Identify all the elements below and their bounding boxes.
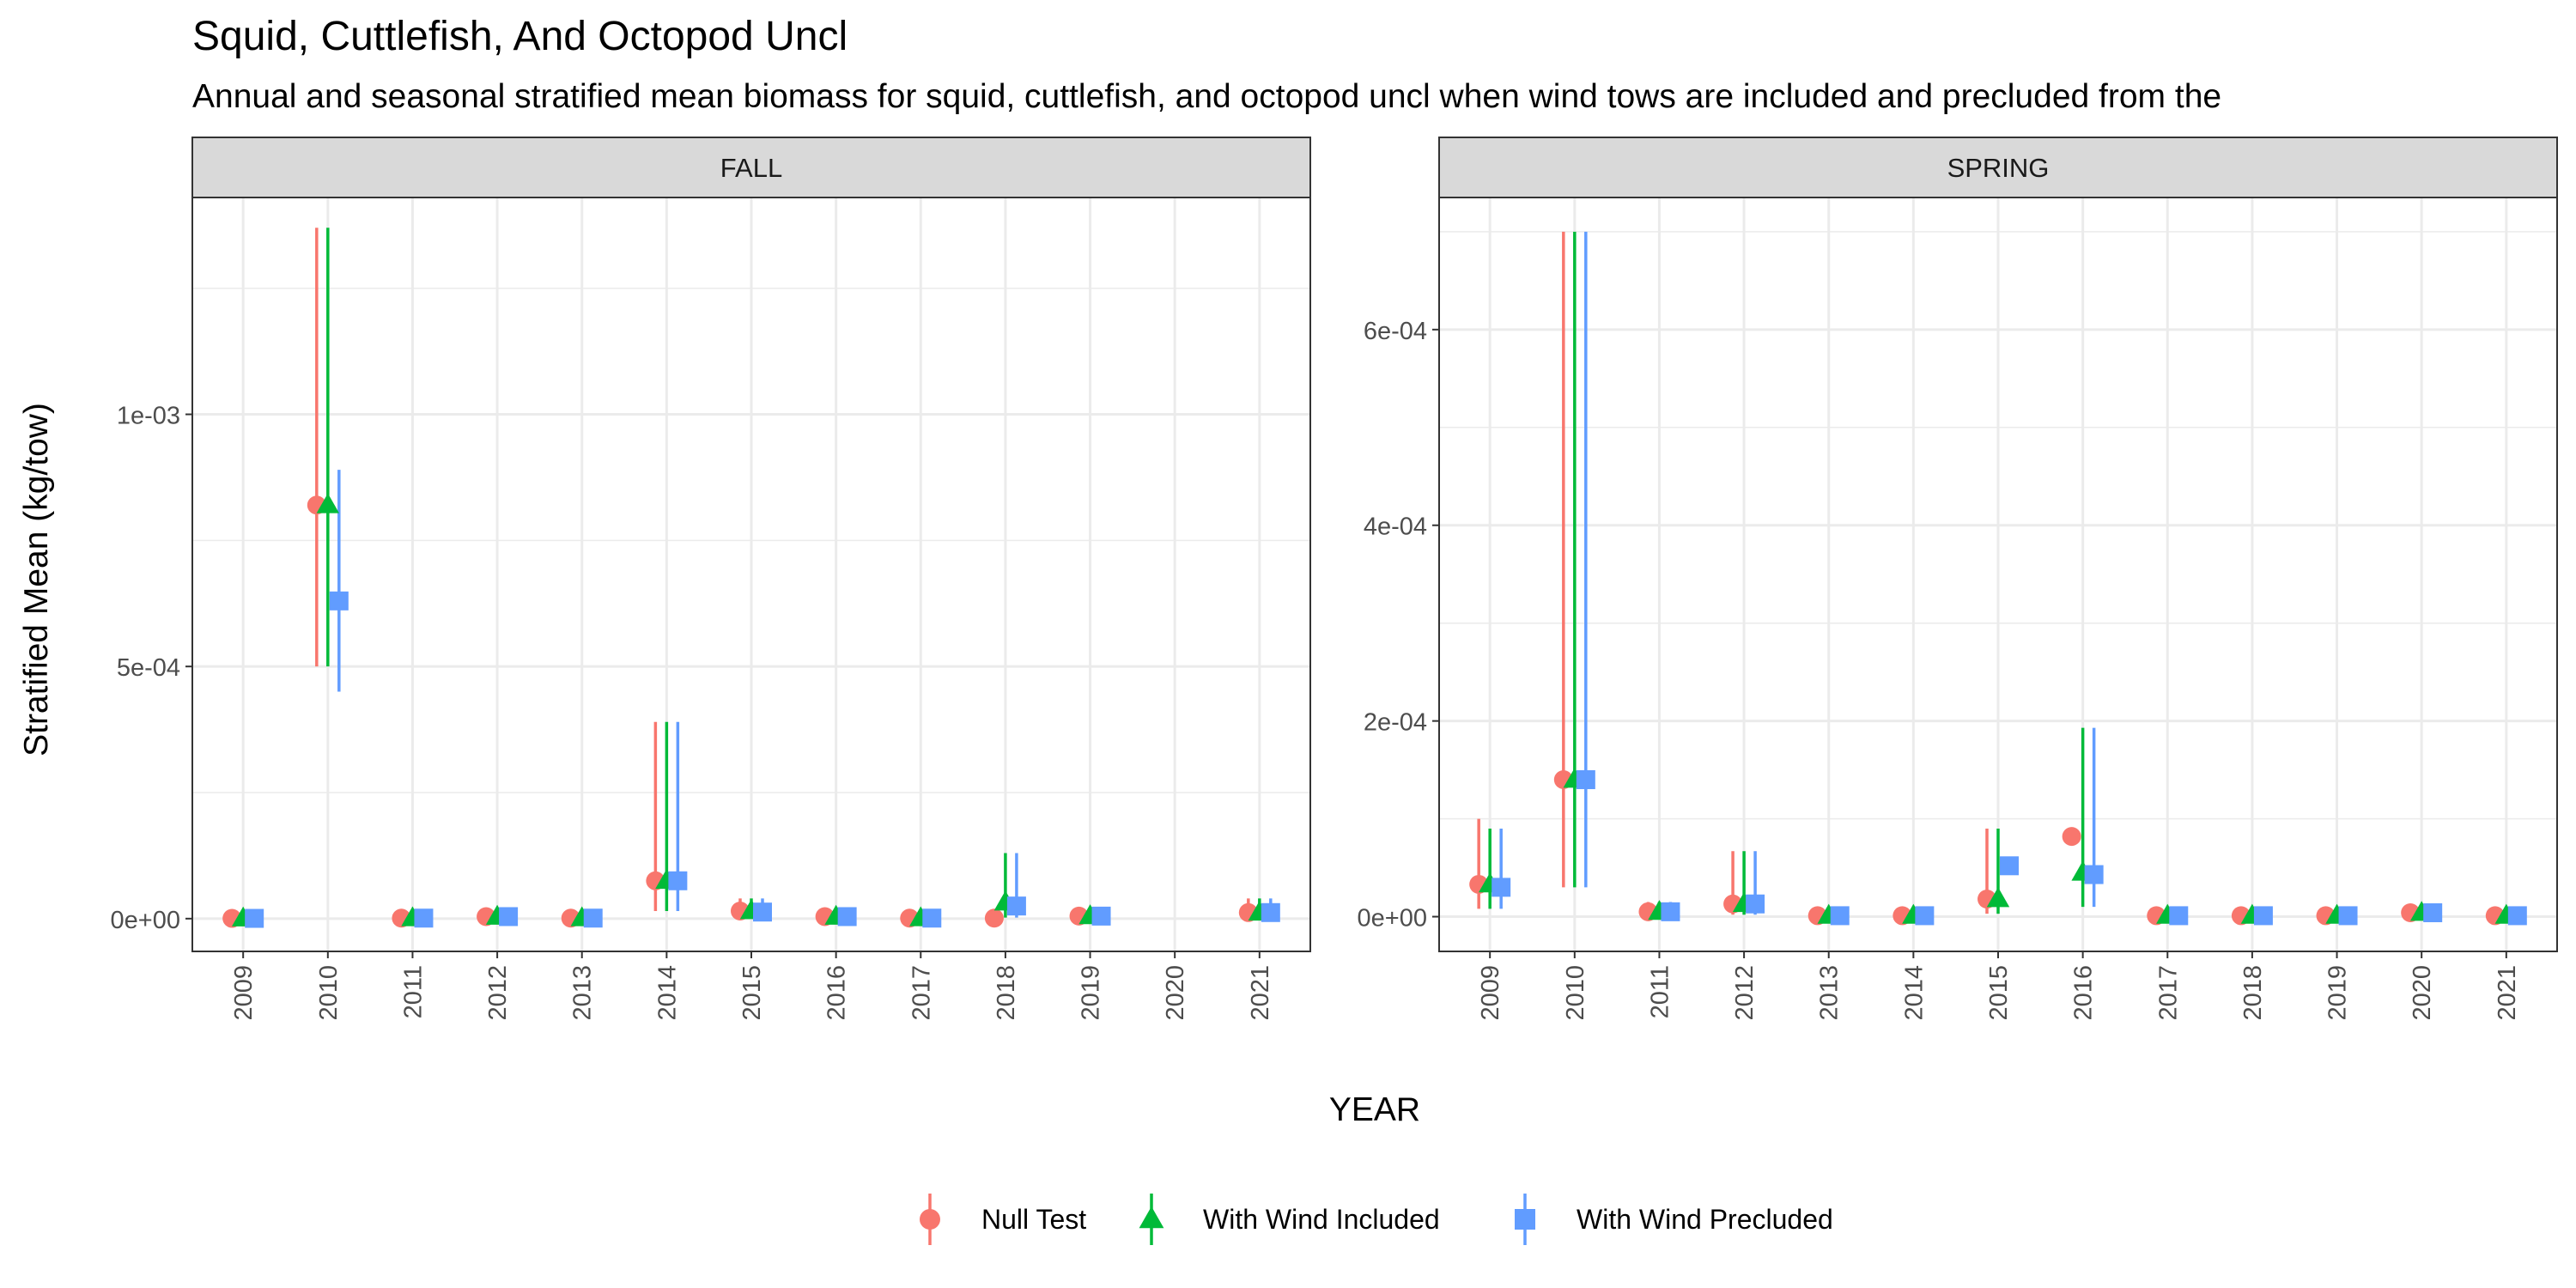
x-tick-label: 2014: [1900, 965, 1928, 1021]
data-point: [1091, 906, 1111, 926]
data-point: [583, 908, 603, 928]
y-axis-label: Stratified Mean (kg/tow): [18, 403, 55, 756]
legend-item-with-wind-precluded: With Wind Precluded: [1515, 1194, 1833, 1245]
y-tick-label: 6e-04: [1364, 318, 1427, 345]
data-point: [499, 907, 519, 927]
data-point: [1746, 894, 1765, 914]
data-point: [1986, 887, 2010, 908]
facet-strip-label: FALL: [720, 153, 782, 183]
data-point: [2169, 906, 2189, 926]
legend-label: With Wind Precluded: [1577, 1204, 1833, 1235]
facet-panels: FALL 0e+00 5e-04 1e-03 2009 2010 2011 2012 2013 2…: [111, 137, 2558, 1021]
x-tick-label: 2020: [2409, 965, 2436, 1021]
legend-item-null-test: Null Test: [920, 1194, 1086, 1245]
x-tick-label: 2011: [399, 965, 427, 1018]
legend-item-with-wind-included: With Wind Included: [1139, 1194, 1440, 1245]
x-tick-label: 2017: [2154, 965, 2182, 1021]
legend: Null Test With Wind Included With Wind Pre…: [920, 1194, 1833, 1245]
x-tick-label: 2020: [1162, 965, 1189, 1021]
data-point: [837, 907, 857, 927]
x-tick-label: 2021: [1247, 965, 1274, 1021]
x-tick-label: 2012: [484, 965, 512, 1021]
x-tick-label: 2021: [2494, 965, 2521, 1021]
data-point: [984, 908, 1004, 928]
x-tick-label: 2010: [315, 965, 343, 1021]
x-tick-label: 2011: [1646, 965, 1674, 1018]
x-tick-label: 2015: [738, 965, 766, 1021]
legend-key-symbol: [1139, 1206, 1164, 1229]
legend-key-symbol: [920, 1209, 940, 1230]
x-tick-label: 2013: [1816, 965, 1844, 1021]
data-point: [1261, 902, 1280, 922]
x-tick-label: 2018: [993, 965, 1020, 1021]
data-point: [2000, 856, 2019, 876]
x-tick-label: 2012: [1731, 965, 1759, 1021]
data-point: [1006, 896, 1026, 916]
panel-fall: FALL 0e+00 5e-04 1e-03 2009 2010 2011 2012 2013 2…: [111, 137, 1311, 1021]
x-tick-label: 2010: [1562, 965, 1589, 1021]
data-point: [922, 908, 942, 928]
x-tick-label: 2015: [1985, 965, 2013, 1021]
facet-strip: [191, 137, 1311, 198]
chart-title: Squid, Cuttlefish, And Octopod Uncl: [192, 14, 848, 59]
data-point: [1661, 902, 1680, 921]
x-tick-label: 2016: [823, 965, 851, 1021]
legend-label: Null Test: [981, 1204, 1086, 1235]
x-tick-label: 2019: [2324, 965, 2352, 1021]
x-tick-label: 2017: [908, 965, 935, 1021]
x-tick-label: 2018: [2239, 965, 2267, 1021]
data-point: [2062, 827, 2081, 847]
facet-strip: [1438, 137, 2558, 198]
y-tick-label: 1e-03: [117, 403, 180, 430]
y-tick-label: 2e-04: [1364, 709, 1427, 737]
data-point: [414, 908, 434, 928]
points-with-wind-precluded: [245, 591, 1280, 928]
legend-key-symbol: [1515, 1209, 1535, 1230]
data-point: [2423, 902, 2443, 922]
x-tick-label: 2016: [2070, 965, 2098, 1021]
facet-strip-label: SPRING: [1947, 153, 2050, 183]
data-point: [2084, 865, 2104, 884]
x-tick-label: 2009: [1477, 965, 1504, 1021]
x-tick-label: 2014: [653, 965, 681, 1021]
data-point: [1830, 906, 1850, 926]
x-tick-label: 2013: [569, 965, 597, 1021]
panel-border: [191, 197, 1311, 952]
data-point: [329, 591, 349, 611]
data-point: [753, 902, 772, 922]
data-point: [1492, 878, 1511, 897]
panel-border: [1438, 197, 2558, 952]
panel-spring: SPRING 0e+00 2e-04 4e-04 6e-04 2009 2010 2011 20…: [1358, 137, 2558, 1021]
data-point: [2338, 906, 2358, 926]
data-point: [2507, 906, 2527, 926]
chart-subtitle: Annual and seasonal stratified mean biom…: [192, 78, 2221, 115]
x-tick-label: 2009: [230, 965, 258, 1021]
data-point: [1915, 906, 1935, 926]
data-point: [245, 908, 264, 928]
data-point: [1576, 770, 1595, 790]
y-tick-label: 0e+00: [1358, 905, 1427, 933]
legend-label: With Wind Included: [1203, 1204, 1440, 1235]
data-point: [316, 493, 340, 513]
y-tick-label: 0e+00: [111, 907, 180, 934]
points-with-wind-precluded: [1492, 770, 2527, 926]
x-tick-label: 2019: [1078, 965, 1105, 1021]
y-tick-label: 4e-04: [1364, 513, 1427, 541]
y-tick-label: 5e-04: [117, 654, 180, 682]
x-axis-label: YEAR: [1329, 1091, 1420, 1128]
data-point: [2253, 906, 2273, 926]
data-point: [668, 871, 688, 890]
